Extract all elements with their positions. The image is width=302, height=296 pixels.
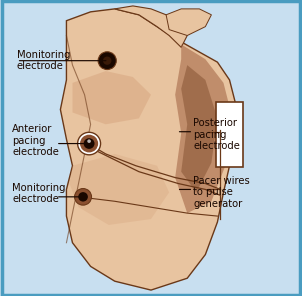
Circle shape [103,57,111,65]
Circle shape [78,192,88,202]
Polygon shape [181,65,217,192]
Text: Anterior
pacing
electrode: Anterior pacing electrode [12,124,59,157]
Polygon shape [115,6,187,47]
Circle shape [84,138,95,149]
Circle shape [78,132,101,155]
Polygon shape [60,9,236,290]
Circle shape [75,189,92,205]
Polygon shape [166,9,211,36]
Polygon shape [72,71,151,124]
Text: Posterior
pacing
electrode: Posterior pacing electrode [193,118,240,151]
Text: Pacer wires
to pulse
generator: Pacer wires to pulse generator [193,176,250,209]
Circle shape [98,52,116,70]
Polygon shape [175,44,233,213]
Circle shape [87,139,91,143]
Text: Monitoring
electrode: Monitoring electrode [17,50,70,71]
Text: Monitoring
electrode: Monitoring electrode [12,183,66,205]
FancyBboxPatch shape [216,102,243,167]
Circle shape [80,135,98,152]
Polygon shape [69,154,169,225]
